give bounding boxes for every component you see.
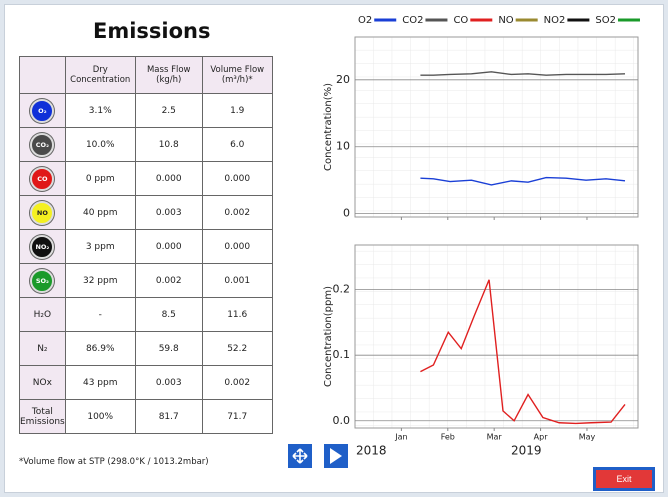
column-header: Dry Concentration bbox=[64, 56, 136, 94]
gas-badge: NO bbox=[30, 200, 55, 225]
legend-item: CO2 bbox=[402, 15, 448, 26]
row-label-cell: H₂O bbox=[19, 297, 66, 332]
line-series bbox=[420, 279, 626, 425]
y-tick-label: 20 bbox=[336, 73, 350, 86]
table-body: O₂ 3.1% 2.5 1.9 CO₂ 10.0% 10.8 6.0 CO 0 ppm 0.000 0… bbox=[19, 93, 273, 434]
row-label-cell: NOx bbox=[19, 365, 66, 400]
table-cell: 59.8 bbox=[134, 331, 203, 366]
row-label: Total Emissions bbox=[20, 406, 65, 427]
legend-label: NO2 bbox=[544, 15, 566, 26]
y-tick-label: 10 bbox=[336, 140, 350, 153]
row-label: NOx bbox=[32, 377, 52, 388]
y-axis-label: Concentration(ppm) bbox=[323, 286, 334, 387]
gas-badge: CO bbox=[30, 166, 55, 191]
year-label: 2018 bbox=[356, 444, 387, 458]
y-axis-label: Concentration(%) bbox=[323, 83, 334, 171]
fit-icon bbox=[292, 448, 308, 464]
table-cell: 6.0 bbox=[201, 127, 273, 162]
table-row: H₂O -8.5 11.6 bbox=[19, 297, 273, 332]
table-cell: 0.000 bbox=[201, 229, 273, 264]
emissions-table: Dry Concentration Mass Flow (kg/h) Volume … bbox=[19, 56, 273, 434]
table-row: O₂ 3.1% 2.5 1.9 bbox=[19, 93, 273, 128]
row-label-cell: NO bbox=[19, 195, 66, 230]
table-cell: 71.7 bbox=[201, 399, 273, 434]
gas-badge: SO₂ bbox=[30, 268, 55, 293]
plot-area bbox=[354, 36, 639, 218]
gas-badge: CO₂ bbox=[30, 132, 55, 157]
nav-icons bbox=[288, 444, 348, 468]
plot-area bbox=[354, 244, 639, 429]
table-cell: 0.000 bbox=[134, 229, 203, 264]
row-label-cell: NO₂ bbox=[19, 229, 66, 264]
y-tick-label: 0.1 bbox=[333, 348, 351, 361]
row-label-cell: O₂ bbox=[19, 93, 66, 128]
legend-label: NO bbox=[498, 15, 513, 26]
table-row: CO 0 ppm 0.000 0.000 bbox=[19, 161, 273, 196]
column-header: Volume Flow (m³/h)* bbox=[201, 56, 273, 94]
legend-item: NO2 bbox=[544, 15, 590, 26]
table-cell: 10.8 bbox=[134, 127, 203, 162]
table-cell: 8.5 bbox=[134, 297, 203, 332]
legend-item: CO bbox=[453, 15, 493, 26]
table-cell: 1.9 bbox=[201, 93, 273, 128]
legend-label: CO2 bbox=[402, 15, 423, 26]
legend-label: CO bbox=[453, 15, 468, 26]
next-icon bbox=[330, 448, 342, 464]
row-label-cell: SO₂ bbox=[19, 263, 66, 298]
header-row: Dry Concentration Mass Flow (kg/h) Volume … bbox=[19, 56, 273, 94]
x-tick-label: Feb bbox=[441, 433, 455, 442]
row-label-cell: N₂ bbox=[19, 331, 66, 366]
table-row: NO 40 ppm 0.003 0.002 bbox=[19, 195, 273, 230]
x-tick-label: Mar bbox=[487, 433, 503, 442]
gas-badge: NO₂ bbox=[30, 234, 55, 259]
table-cell: 32 ppm bbox=[64, 263, 136, 298]
table-cell: 10.0% bbox=[64, 127, 136, 162]
table-cell: 3 ppm bbox=[64, 229, 136, 264]
legend-item: O2 bbox=[358, 15, 397, 26]
legend-item: SO2 bbox=[595, 15, 640, 26]
table-cell: - bbox=[64, 297, 136, 332]
table-cell: 3.1% bbox=[64, 93, 136, 128]
table-cell: 0.002 bbox=[201, 195, 273, 230]
table-cell: 100% bbox=[64, 399, 136, 434]
row-label-cell: CO bbox=[19, 161, 66, 196]
column-header: Mass Flow (kg/h) bbox=[134, 56, 203, 94]
legend-label: SO2 bbox=[595, 15, 616, 26]
year-label: 2019 bbox=[511, 444, 542, 458]
x-tick-label: Jan bbox=[394, 433, 407, 442]
legend-label: O2 bbox=[358, 15, 372, 26]
table-row: NO₂ 3 ppm 0.000 0.000 bbox=[19, 229, 273, 264]
y-tick-label: 0 bbox=[343, 207, 350, 220]
row-label: N₂ bbox=[37, 343, 48, 354]
gas-badge: O₂ bbox=[30, 98, 55, 123]
table-row: Total Emissions 100% 81.7 71.7 bbox=[19, 399, 273, 434]
legend-item: NO bbox=[498, 15, 538, 26]
x-tick-label: Apr bbox=[534, 433, 549, 442]
x-tick-label: May bbox=[579, 433, 596, 442]
table-row: SO₂ 32 ppm 0.002 0.001 bbox=[19, 263, 273, 298]
line-series bbox=[420, 176, 626, 186]
table-cell: 43 ppm bbox=[64, 365, 136, 400]
footnote: *Volume flow at STP (298.0°K / 1013.2mba… bbox=[19, 457, 209, 467]
exit-label: Exit bbox=[596, 470, 652, 488]
y-tick-label: 0.2 bbox=[333, 283, 351, 296]
exit-button[interactable]: Exit bbox=[593, 467, 655, 491]
table-cell: 0.000 bbox=[201, 161, 273, 196]
row-label-cell: Total Emissions bbox=[19, 399, 66, 434]
table-row: CO₂ 10.0% 10.8 6.0 bbox=[19, 127, 273, 162]
line-series bbox=[420, 71, 626, 76]
table-cell: 11.6 bbox=[201, 297, 273, 332]
title: Emissions bbox=[93, 19, 211, 43]
row-label: H₂O bbox=[33, 309, 52, 320]
y-tick-label: 0.0 bbox=[333, 414, 351, 427]
